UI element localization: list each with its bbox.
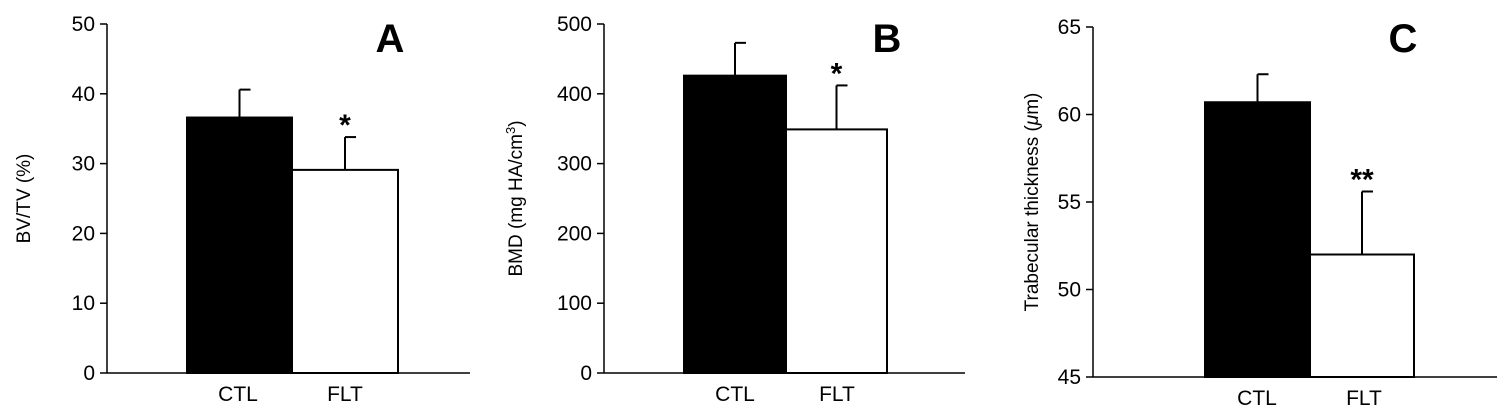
panel-letter: C <box>1389 17 1418 61</box>
y-axis-label: BMD (mg HA/cm3) <box>503 120 527 276</box>
y-tick-label: 55 <box>1058 191 1081 214</box>
bar-flt <box>291 168 399 374</box>
y-tick-label: 0 <box>83 362 95 385</box>
bar-flt <box>785 128 888 374</box>
x-tick-label-flt: FLT <box>819 383 855 406</box>
chart-panel-c: ** 45 50 55 60 65 CTL FLT Trabecular thickness (… <box>1022 16 1497 410</box>
y-axis-label: BV/TV (%) <box>14 154 35 244</box>
y-tick-label: 40 <box>72 83 95 106</box>
x-tick-label-ctl: CTL <box>715 383 755 406</box>
chart-panel-b: * 0 100 200 300 400 500 CTL FLT BMD (mg HA/cm3) B <box>503 13 965 406</box>
y-tick-label: 0 <box>580 362 592 385</box>
chart-panel-a: * 0 10 20 30 40 50 CTL FLT BV/TV (%) A <box>14 13 470 406</box>
y-tick-label: 50 <box>1058 279 1081 302</box>
bar-flt <box>1309 253 1415 378</box>
y-axis-label: Trabecular thickness (μm) <box>1022 93 1043 312</box>
x-tick-label-flt: FLT <box>327 383 363 406</box>
significance-marker: ** <box>1350 164 1374 197</box>
y-tick-label: 10 <box>72 292 95 315</box>
significance-marker: * <box>831 57 843 90</box>
panel-letter: A <box>376 17 405 61</box>
x-tick-label-ctl: CTL <box>1237 387 1277 410</box>
bar-ctl <box>186 116 293 374</box>
x-tick-label-flt: FLT <box>1346 387 1382 410</box>
y-tick-label: 100 <box>557 292 592 315</box>
y-tick-label: 30 <box>72 153 95 176</box>
bar-ctl <box>1204 101 1311 378</box>
y-tick-label: 50 <box>72 13 95 36</box>
y-tick-label: 20 <box>72 222 95 245</box>
y-tick-label: 60 <box>1058 104 1081 127</box>
x-tick-label-ctl: CTL <box>218 383 258 406</box>
y-tick-label: 500 <box>557 13 592 36</box>
y-tick-label: 300 <box>557 153 592 176</box>
y-tick-label: 400 <box>557 83 592 106</box>
y-tick-label: 200 <box>557 222 592 245</box>
y-tick-label: 45 <box>1058 366 1081 389</box>
y-tick-label: 65 <box>1058 16 1081 39</box>
bar-ctl <box>683 74 787 374</box>
significance-marker: * <box>339 109 351 142</box>
panel-letter: B <box>873 17 902 61</box>
